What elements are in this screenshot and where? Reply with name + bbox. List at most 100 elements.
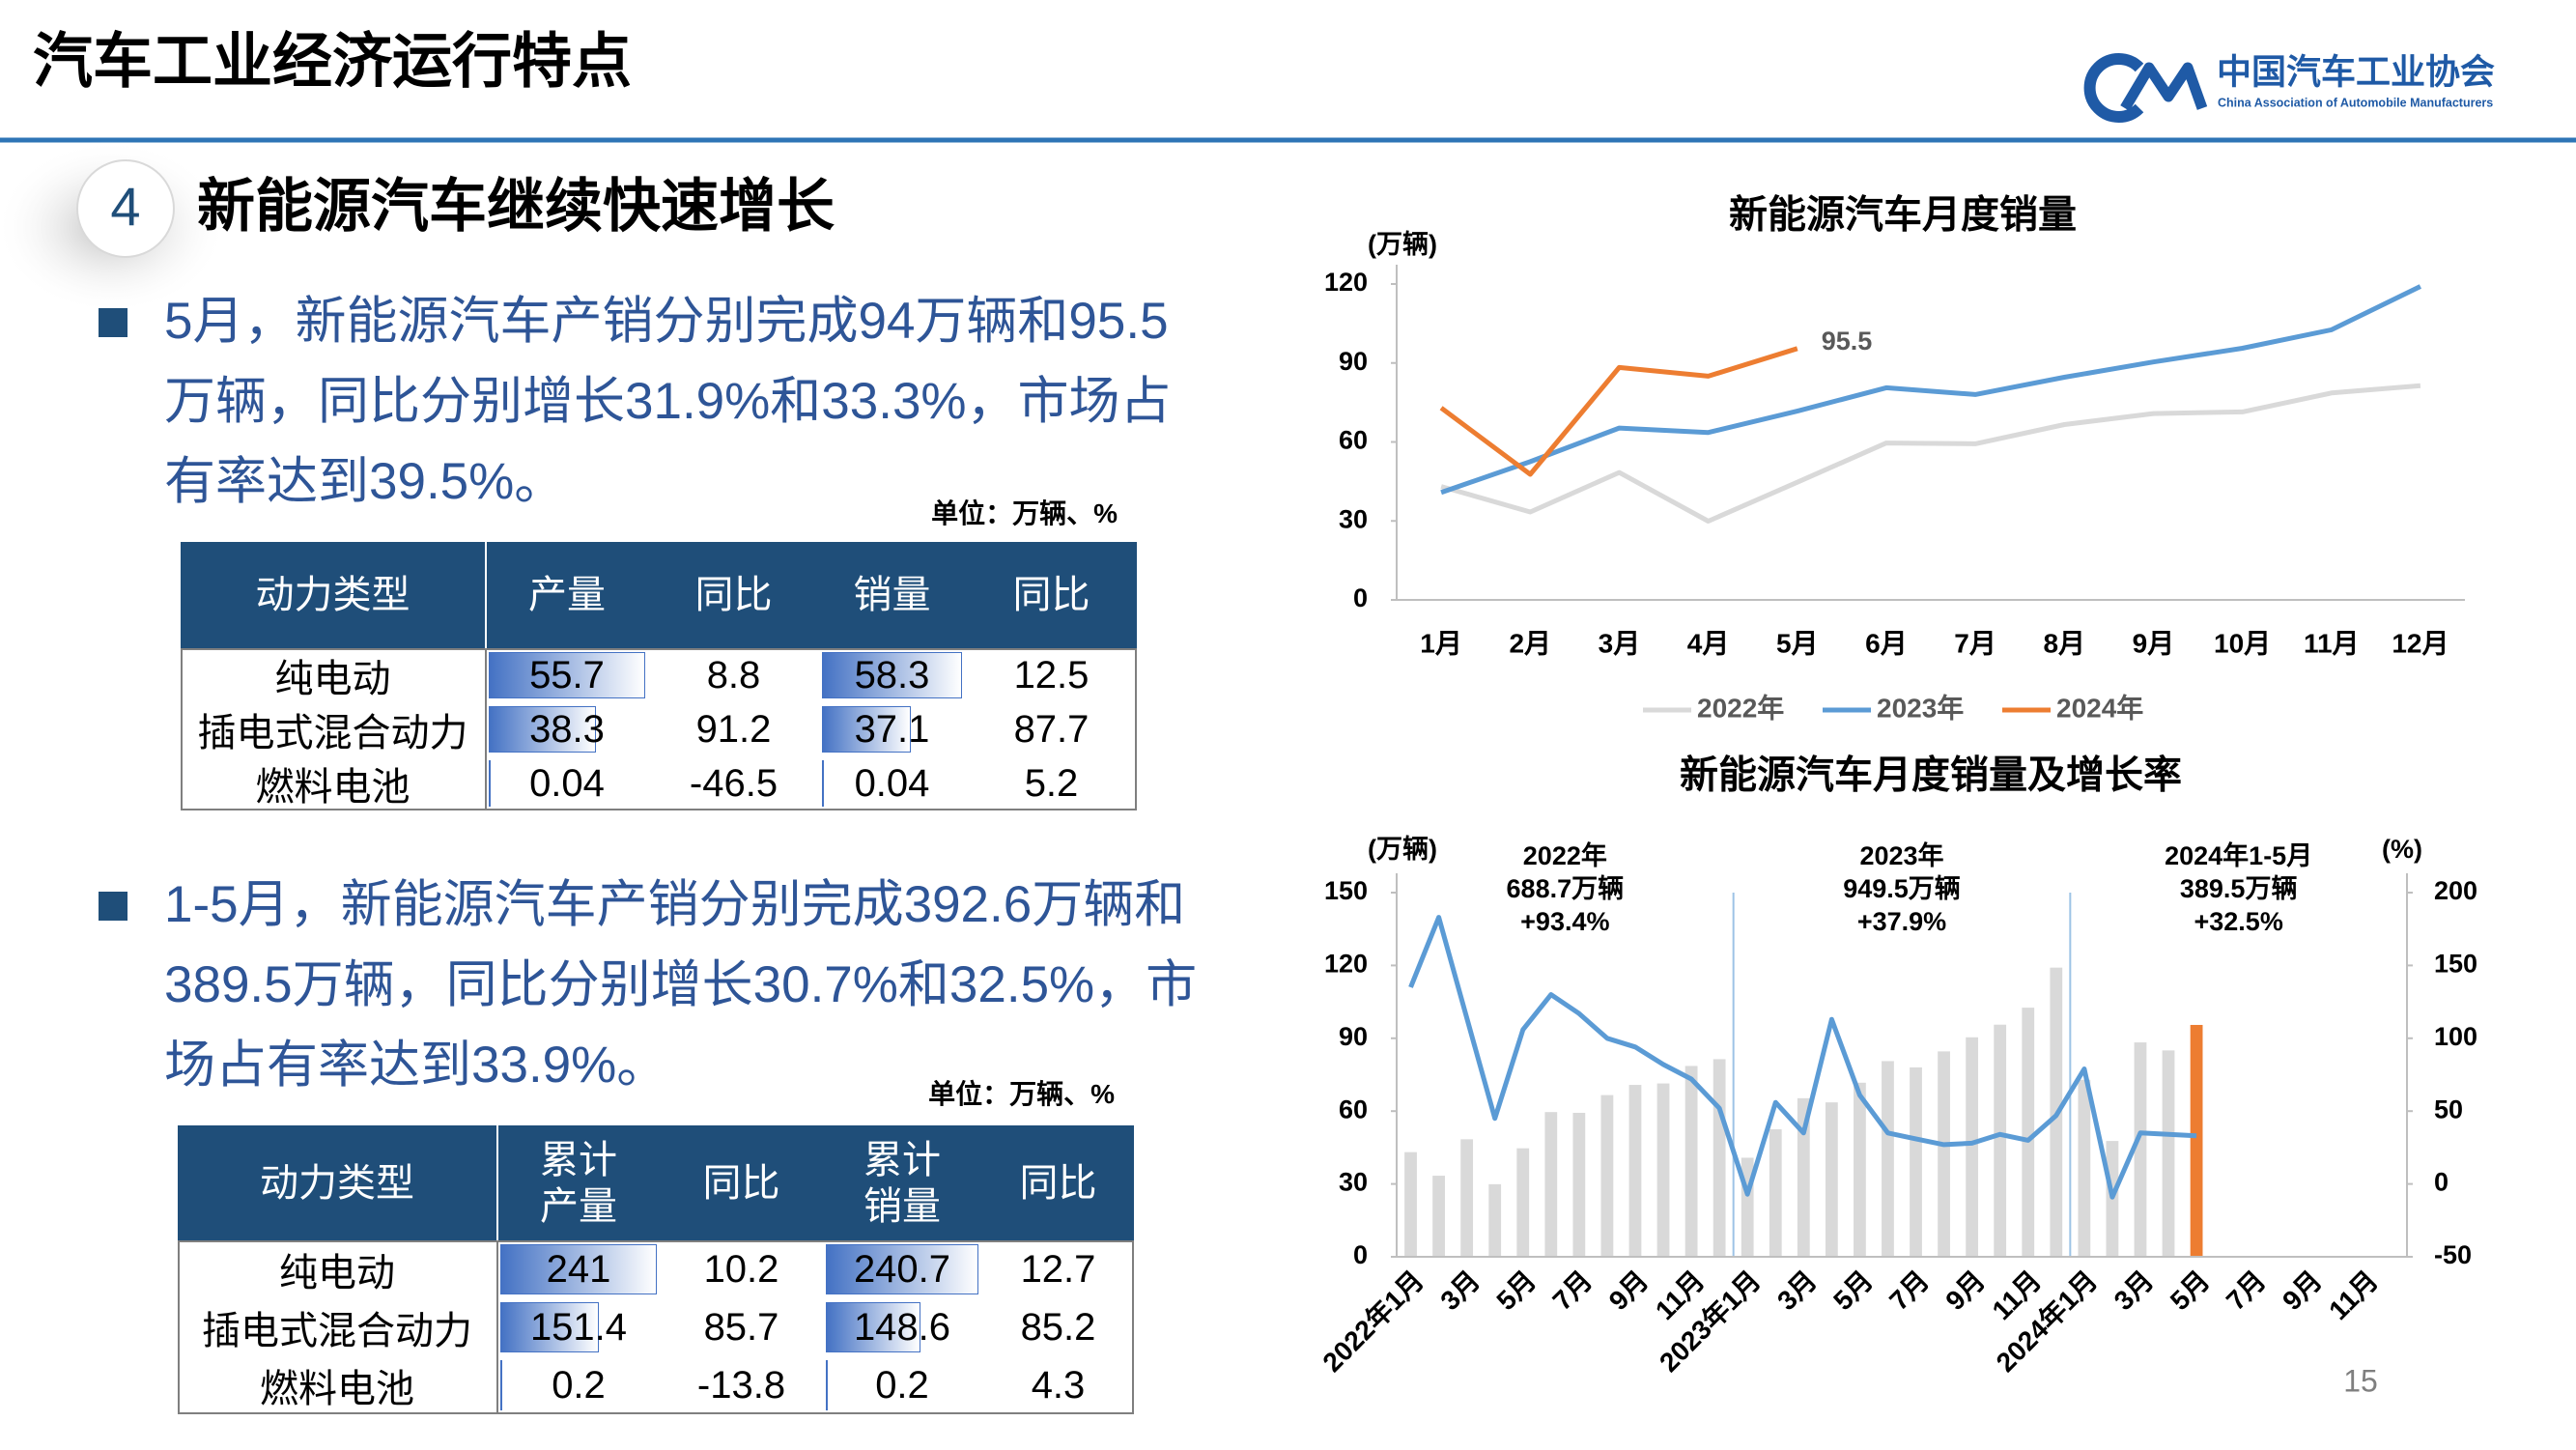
page-number: 15: [2343, 1363, 2378, 1398]
table-header-cell: 累计产量: [496, 1125, 661, 1240]
data-bar: [489, 760, 491, 807]
x-tick-label: 9月: [2133, 628, 2175, 658]
table-body-divider: [496, 1240, 498, 1414]
data-bar: [500, 1244, 657, 1294]
table-cell: 0.04: [529, 761, 605, 805]
y-tick-label: 120: [1324, 950, 1368, 979]
table-header-cell: 同比: [966, 542, 1137, 648]
data-bar: [489, 652, 645, 698]
table-cell: 85.2: [1020, 1305, 1096, 1349]
bar: [1994, 1024, 2007, 1257]
header-text: 累计产量: [540, 1138, 617, 1228]
y-tick-label: 30: [1339, 1168, 1368, 1197]
header-text: 累计销量: [863, 1138, 941, 1228]
x-tick-label: 7月: [2221, 1265, 2272, 1317]
line-series: [1439, 346, 1798, 477]
x-tick-label: 7月: [1883, 1265, 1935, 1317]
bar: [1404, 1151, 1417, 1257]
table-cell: 38.3: [529, 707, 605, 751]
table-cell: 148.6: [853, 1305, 951, 1349]
y2-tick-label: 0: [2434, 1168, 2449, 1197]
bar: [1713, 1059, 1726, 1257]
data-bar: [500, 1360, 502, 1410]
y-tick-label: 120: [1324, 268, 1368, 297]
logo-m: [2120, 62, 2208, 111]
bar: [1432, 1176, 1445, 1257]
table-cell: 5.2: [1024, 761, 1079, 805]
line-series: [1408, 915, 2197, 1200]
x-tick-label: 9月: [1603, 1265, 1655, 1317]
x-tick-label: 9月: [2277, 1265, 2328, 1317]
table-cell: 插电式混合动力: [197, 712, 468, 754]
x-tick-label: 2月: [1509, 628, 1551, 658]
x-tick-label: 11月: [2304, 628, 2360, 658]
table-cell: 0.04: [854, 761, 930, 805]
header-text: 动力类型: [260, 1161, 414, 1205]
y-tick-label: 90: [1339, 347, 1368, 376]
y-tick-label: 60: [1339, 1095, 1368, 1123]
bar: [2190, 1024, 2203, 1257]
bar: [1600, 1095, 1614, 1257]
x-tick-label: 12月: [2392, 628, 2449, 658]
table-cell: 燃料电池: [260, 1368, 414, 1410]
bar: [1516, 1148, 1530, 1257]
table-header-divider: [485, 542, 487, 648]
logo-english: China Association of Automobile Manufact…: [2218, 96, 2493, 109]
table-header-bg: [178, 1125, 1134, 1240]
bar: [1797, 1097, 1810, 1257]
section-title: 新能源汽车继续快速增长: [197, 174, 835, 239]
table-body-border: [181, 648, 1137, 810]
x-tick-label: 2022年1月: [1316, 1265, 1430, 1378]
table-cell: 240.7: [853, 1247, 951, 1291]
table-unit: 单位：万辆、%: [928, 1079, 1115, 1109]
section-number: 4: [110, 176, 140, 237]
bar: [1938, 1051, 1950, 1257]
table-cell: 87.7: [1013, 707, 1090, 751]
chart-title: 新能源汽车月度销量: [1729, 194, 2077, 237]
bar: [1854, 1082, 1866, 1257]
y-tick-label: 60: [1339, 426, 1368, 455]
table-cell: 燃料电池: [255, 766, 410, 809]
bullet-marker: [99, 308, 127, 337]
x-tick-label: 3月: [1771, 1265, 1823, 1317]
table-header-cell: 同比: [649, 542, 818, 648]
header-text: 同比: [702, 1161, 780, 1205]
annotation-total: 389.5万辆: [2180, 874, 2298, 903]
y2-tick-label: 50: [2434, 1095, 2463, 1123]
annotation-growth: +37.9%: [1857, 907, 1946, 936]
table-cell: 91.2: [695, 707, 772, 751]
data-bar: [826, 1360, 828, 1410]
table-cell: 85.7: [703, 1305, 779, 1349]
x-tick-label: 7月: [1954, 628, 1996, 658]
data-bar: [826, 1302, 920, 1352]
table-cell: 10.2: [703, 1247, 779, 1291]
table-unit: 单位：万辆、%: [931, 498, 1118, 528]
table-cell: 插电式混合动力: [202, 1310, 472, 1352]
table-cell: 37.1: [854, 707, 930, 751]
x-tick-label: 3月: [2109, 1265, 2160, 1317]
table-cell: 0.2: [875, 1363, 929, 1407]
table-cell: 151.4: [529, 1305, 628, 1349]
y-tick-label: 0: [1353, 1240, 1368, 1269]
table-cell: 纯电动: [279, 1252, 395, 1294]
data-bar: [826, 1244, 978, 1294]
table-header-cell: 销量: [818, 542, 966, 648]
bar: [2134, 1042, 2147, 1257]
annotation-year: 2022年: [1523, 840, 1607, 870]
x-tick-label: 9月: [1939, 1265, 1991, 1317]
annotation-year: 2023年: [1859, 840, 1943, 870]
bar: [1684, 1066, 1698, 1257]
bar: [2162, 1050, 2175, 1257]
x-tick-label: 3月: [1599, 628, 1641, 658]
table-header-cell: 产量: [485, 542, 649, 648]
table-cell: -13.8: [696, 1363, 786, 1407]
table-cell: 241: [546, 1247, 611, 1291]
table-cell: 纯电动: [274, 658, 391, 700]
y2-tick-label: 200: [2434, 876, 2477, 905]
table-cell: 58.3: [854, 653, 930, 697]
bar: [2078, 1079, 2091, 1257]
x-tick-label: 5月: [1490, 1265, 1542, 1317]
bar: [2022, 1008, 2035, 1257]
x-tick-label: 3月: [1434, 1265, 1486, 1317]
